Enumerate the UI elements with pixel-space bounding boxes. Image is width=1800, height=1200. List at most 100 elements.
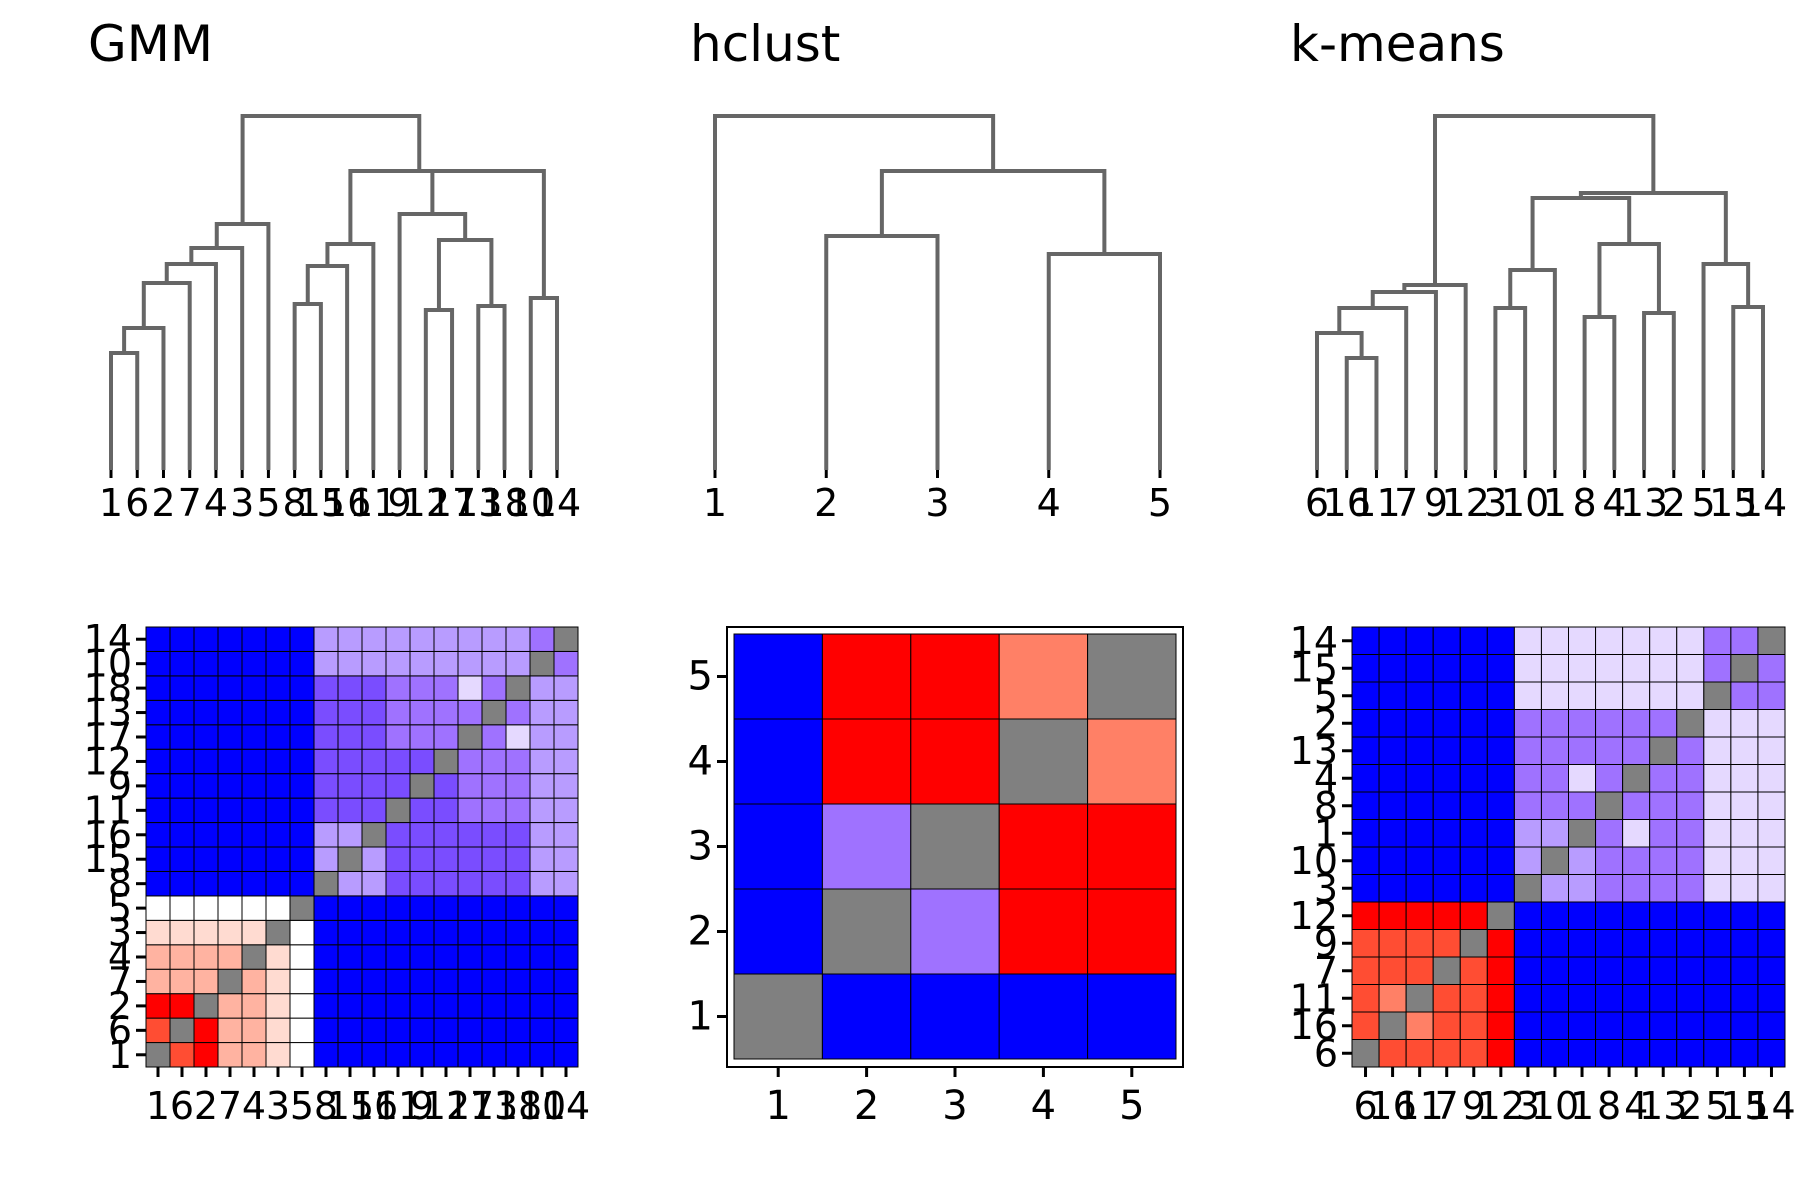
heatmap-y-label: 15 xyxy=(84,837,132,881)
heatmap-cell xyxy=(241,968,267,995)
heatmap-cell xyxy=(1730,929,1759,958)
heatmap-cell xyxy=(1730,654,1759,683)
heatmap-cell xyxy=(505,870,531,897)
heatmap-cell xyxy=(1459,626,1488,655)
dendrogram-leaf-label: 2 xyxy=(814,481,838,525)
heatmap-cell xyxy=(145,846,171,872)
heatmap-cell xyxy=(337,846,363,872)
heatmap-cell xyxy=(1513,901,1542,930)
heatmap-cell xyxy=(217,870,243,897)
heatmap-cell xyxy=(145,773,171,799)
heatmap-cell xyxy=(1513,681,1542,710)
heatmap-y-label: 4 xyxy=(108,935,132,979)
heatmap-cell xyxy=(265,1042,291,1068)
heatmap-cell xyxy=(553,699,579,726)
heatmap-cell xyxy=(553,1042,579,1068)
heatmap-cell xyxy=(1595,929,1624,958)
heatmap-cell xyxy=(821,973,912,1060)
dendrogram-leaf-label: 17 xyxy=(428,481,476,525)
heatmap-cell xyxy=(433,968,459,995)
heatmap-cell xyxy=(553,993,579,1019)
heatmap-cell xyxy=(1649,874,1678,903)
heatmap-cell xyxy=(1649,984,1678,1013)
heatmap-cell xyxy=(1432,626,1461,655)
heatmap-cell xyxy=(1486,626,1515,655)
heatmap-cell xyxy=(1730,736,1759,765)
heatmap-cell xyxy=(265,724,291,750)
heatmap-cell xyxy=(433,675,459,701)
heatmap-cell xyxy=(169,822,195,848)
heatmap-cell xyxy=(481,895,507,921)
heatmap-cell xyxy=(337,822,363,848)
heatmap-cell xyxy=(1378,709,1407,738)
heatmap-cell xyxy=(1703,1039,1732,1068)
dendrogram-link xyxy=(1597,242,1661,317)
heatmap-cell xyxy=(1649,929,1678,958)
heatmap-cell xyxy=(1486,1011,1515,1040)
heatmap-x-label: 10 xyxy=(1531,1084,1579,1128)
heatmap-cell xyxy=(361,968,387,995)
dendrogram-link xyxy=(423,308,455,470)
heatmap-x-label: 12 xyxy=(422,1084,470,1128)
heatmap-cell xyxy=(409,822,435,848)
heatmap-cell xyxy=(1459,791,1488,820)
heatmap-cell xyxy=(385,748,411,775)
heatmap-cell xyxy=(337,773,363,799)
heatmap-cell xyxy=(1486,874,1515,903)
heatmap-cell xyxy=(409,846,435,872)
heatmap-cell xyxy=(313,724,339,750)
heatmap-y-label: 1 xyxy=(108,1033,132,1077)
heatmap-cell xyxy=(193,650,219,677)
heatmap-cell xyxy=(553,650,579,677)
heatmap-y-label: 12 xyxy=(1290,894,1338,938)
heatmap-cell xyxy=(529,895,555,921)
heatmap-cell xyxy=(361,919,387,946)
heatmap-cell xyxy=(553,724,579,750)
heatmap-cell xyxy=(193,724,219,750)
heatmap-cell xyxy=(241,626,267,652)
heatmap-cell xyxy=(1087,633,1177,720)
heatmap-cell xyxy=(457,773,483,799)
heatmap-cell xyxy=(385,650,411,677)
heatmap-cell xyxy=(265,1017,291,1044)
dendrogram-link xyxy=(1046,252,1162,470)
dendrogram-link xyxy=(292,302,323,470)
heatmap-cell xyxy=(1540,681,1569,710)
heatmap-cell xyxy=(385,1042,411,1068)
heatmap-cell xyxy=(409,1042,435,1068)
heatmap-cell xyxy=(1649,626,1678,655)
heatmap-cell xyxy=(217,724,243,750)
heatmap-cell xyxy=(385,944,411,970)
heatmap-cell xyxy=(481,724,507,750)
heatmap-cell xyxy=(433,822,459,848)
heatmap-cell xyxy=(1486,956,1515,985)
heatmap-cell xyxy=(409,968,435,995)
heatmap-cell xyxy=(1513,846,1542,875)
heatmap-cell xyxy=(1405,874,1434,903)
heatmap-cell xyxy=(289,650,315,677)
dendrogram-leaf-label: 6 xyxy=(125,481,149,525)
heatmap-cell xyxy=(505,650,531,677)
heatmap-cell xyxy=(529,944,555,970)
heatmap-cell xyxy=(1622,929,1651,958)
heatmap-cell xyxy=(1622,709,1651,738)
heatmap-cell xyxy=(1622,764,1651,793)
heatmap-cell xyxy=(169,699,195,726)
heatmap-cell xyxy=(553,895,579,921)
heatmap-cell xyxy=(313,870,339,897)
heatmap-cell xyxy=(1676,956,1705,985)
heatmap-cell xyxy=(361,748,387,775)
dendrogram-leaf-label: 3 xyxy=(1483,481,1507,525)
heatmap-cell xyxy=(361,846,387,872)
heatmap-cell xyxy=(1595,956,1624,985)
heatmap-cell xyxy=(289,748,315,775)
heatmap-y-label: 13 xyxy=(84,691,132,735)
heatmap-cell xyxy=(193,846,219,872)
heatmap-cell xyxy=(385,870,411,897)
heatmap-cell xyxy=(361,773,387,799)
heatmap-cell xyxy=(1622,681,1651,710)
heatmap-x-label: 14 xyxy=(542,1084,590,1128)
heatmap-cell xyxy=(1595,681,1624,710)
heatmap-cell xyxy=(433,993,459,1019)
